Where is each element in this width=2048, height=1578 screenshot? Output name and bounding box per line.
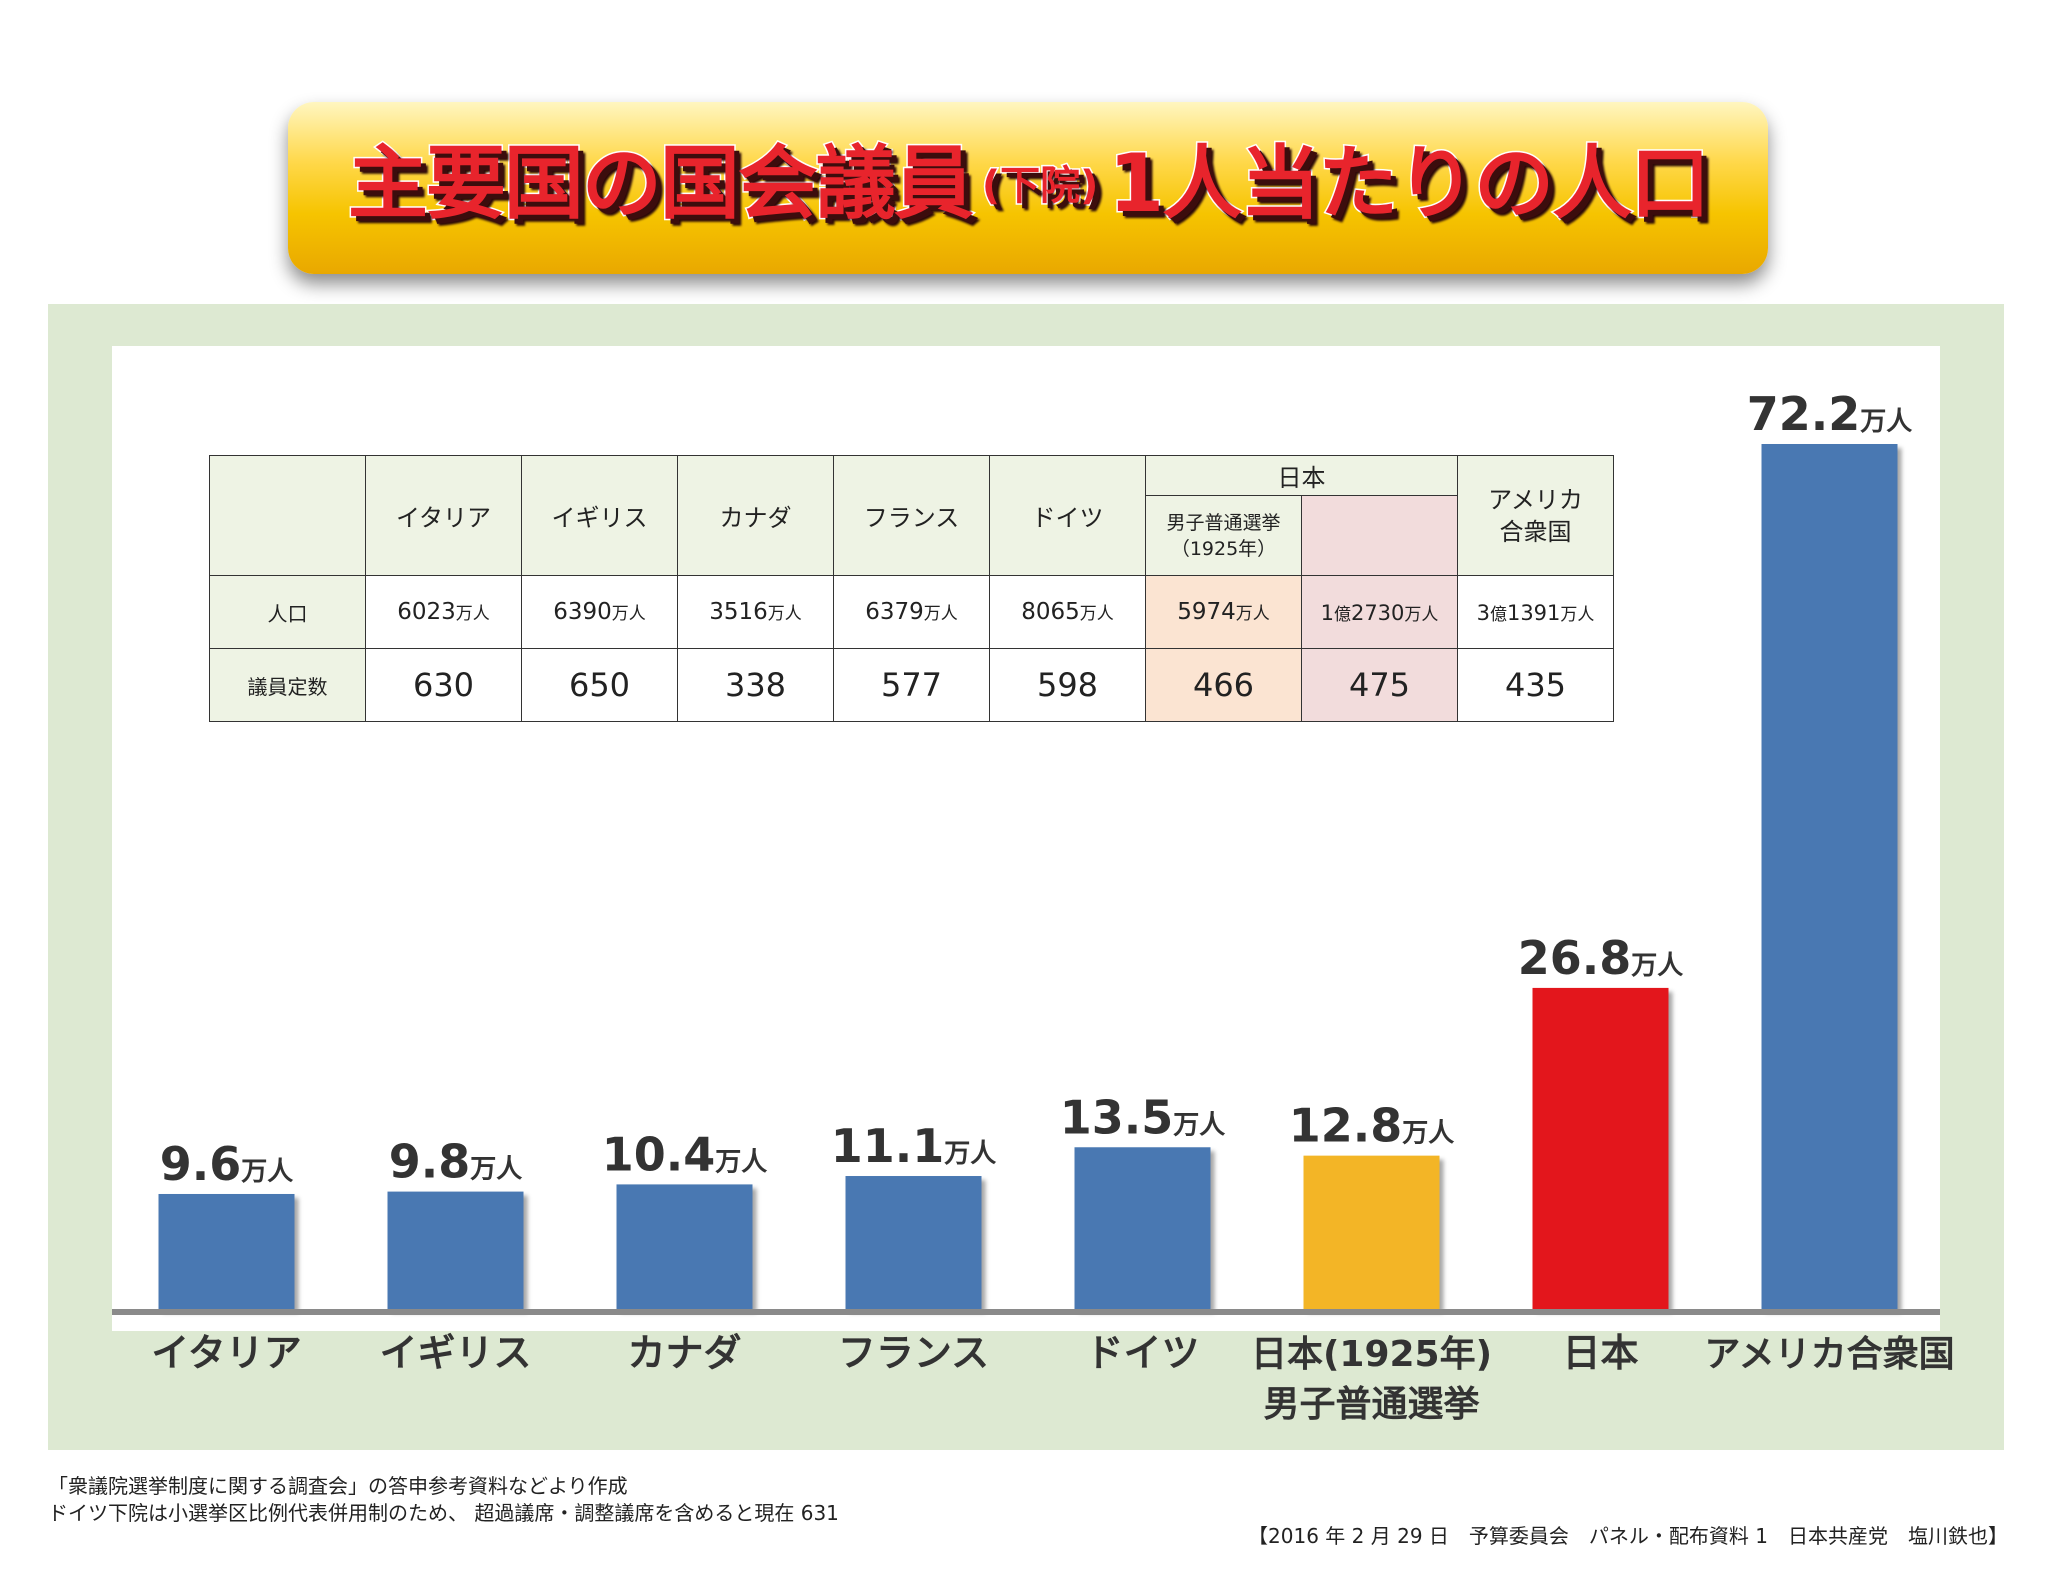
population-cell: 6390万人 [521, 575, 678, 649]
seats-cell: 598 [989, 648, 1146, 722]
population-cell: 6379万人 [833, 575, 990, 649]
category-label: アメリカ合衆国 [1704, 1334, 1954, 1375]
table-header-japan-1925: 男子普通選挙 （1925年） [1145, 495, 1302, 576]
bar [1074, 1147, 1211, 1309]
category-label: カナダ [627, 1331, 741, 1375]
data-label: 11.1万人 [831, 1119, 997, 1173]
table-header: イギリス [521, 455, 678, 576]
table-header-japan-current [1301, 495, 1458, 576]
data-label: 12.8万人 [1289, 1099, 1455, 1153]
bar [387, 1191, 524, 1309]
table-header: イタリア [365, 455, 522, 576]
title-main: 主要国の国会議員 [346, 136, 975, 232]
bar [1303, 1155, 1440, 1309]
seats-cell: 475 [1301, 648, 1458, 722]
source-note: 「衆議院選挙制度に関する調査会」の答申参考資料などより作成 [48, 1474, 628, 1498]
bar [616, 1184, 753, 1309]
category-label: 日本(1925年)男子普通選挙 [1251, 1334, 1492, 1425]
table-header: フランス [833, 455, 990, 576]
data-label: 9.8万人 [389, 1135, 523, 1189]
population-cell: 8065万人 [989, 575, 1146, 649]
table-header: ドイツ [989, 455, 1146, 576]
seats-cell: 577 [833, 648, 990, 722]
row-label-population: 人口 [209, 575, 366, 649]
chart-title: 主要国の国会議員 (下院) 1人当たりの人口 [288, 136, 1768, 234]
bar-chart: 9.6万人イタリア9.8万人イギリス10.4万人カナダ11.1万人フランス13.… [112, 387, 1955, 1425]
population-cell: 3億1391万人 [1457, 575, 1614, 649]
population-cell: 5974万人 [1145, 575, 1302, 649]
seats-cell: 435 [1457, 648, 1614, 722]
bar [158, 1193, 295, 1309]
credit-line: 【2016 年 2 月 29 日 予算委員会 パネル・配布資料 1 日本共産党 … [1248, 1524, 2008, 1548]
category-label: フランス [838, 1331, 989, 1375]
seats-cell: 630 [365, 648, 522, 722]
category-label: ドイツ [1085, 1331, 1199, 1375]
data-table: イタリア イギリス カナダ フランス ドイツ 日本 アメリカ合衆国 男子普通選挙… [209, 455, 1614, 722]
bar [1532, 987, 1669, 1309]
source-notes: 「衆議院選挙制度に関する調査会」の答申参考資料などより作成 ドイツ下院は小選挙区… [48, 1473, 839, 1527]
category-label: イギリス [379, 1331, 531, 1375]
row-label-seats: 議員定数 [209, 648, 366, 722]
population-cell: 3516万人 [677, 575, 834, 649]
population-cell: 6023万人 [365, 575, 522, 649]
title-rest: 1人当たりの人口 [1107, 136, 1712, 232]
title-banner: 主要国の国会議員 (下院) 1人当たりの人口 [288, 102, 1768, 274]
japan-1925-year: （1925年） [1170, 537, 1277, 560]
seats-cell: 650 [521, 648, 678, 722]
data-label: 26.8万人 [1518, 931, 1684, 985]
bar [845, 1176, 982, 1309]
category-label: イタリア [151, 1331, 301, 1375]
data-label: 72.2万人 [1747, 387, 1913, 441]
table-header-usa: アメリカ 合衆国 [1457, 455, 1614, 576]
usa-header-line1: アメリカ [1488, 485, 1583, 514]
seats-cell: 338 [677, 648, 834, 722]
data-label: 9.6万人 [160, 1137, 294, 1191]
usa-header-line2: 合衆国 [1499, 517, 1572, 546]
data-label: 10.4万人 [602, 1127, 768, 1181]
data-label: 13.5万人 [1060, 1090, 1226, 1144]
table-corner [209, 455, 366, 576]
category-label: 日本 [1562, 1331, 1638, 1375]
source-note: ドイツ下院は小選挙区比例代表併用制のため、 超過議席・調整議席を含めると現在 6… [48, 1501, 839, 1525]
title-sub: (下院) [980, 162, 1100, 211]
seats-cell: 466 [1145, 648, 1302, 722]
bar [1761, 444, 1898, 1309]
table-header-japan: 日本 [1145, 455, 1458, 496]
population-cell: 1億2730万人 [1301, 575, 1458, 649]
japan-1925-label: 男子普通選挙 [1166, 511, 1281, 534]
table-header: カナダ [677, 455, 834, 576]
